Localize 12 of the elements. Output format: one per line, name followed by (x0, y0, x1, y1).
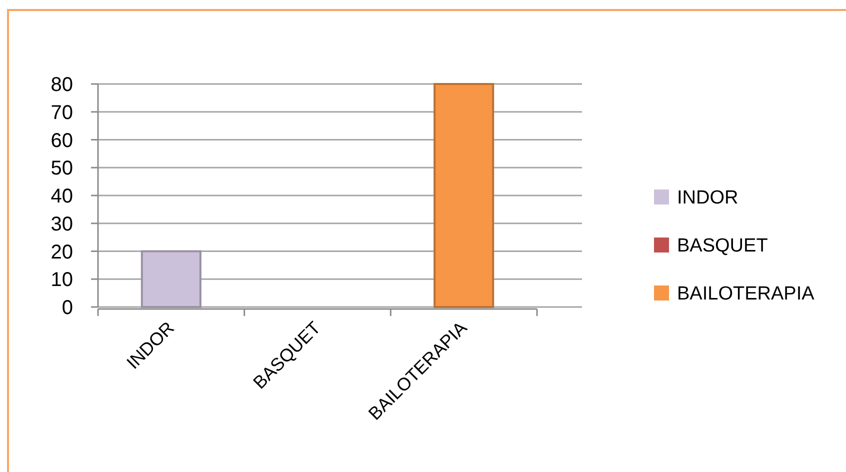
y-tick-label: 40 (50, 186, 73, 208)
y-tick-label: 70 (50, 102, 73, 124)
y-tick-label: 0 (62, 297, 73, 319)
y-tick-label: 20 (50, 241, 73, 264)
legend-label: INDOR (677, 188, 738, 209)
legend-label: BASQUET (677, 236, 768, 257)
y-tick-label: 60 (50, 130, 73, 152)
y-tick-label: 10 (50, 269, 73, 292)
y-tick-label: 50 (50, 158, 73, 180)
y-tick-label: 80 (50, 74, 73, 96)
y-tick-label: 30 (50, 213, 73, 236)
legend-label: BAILOTERAPIA (677, 284, 815, 305)
